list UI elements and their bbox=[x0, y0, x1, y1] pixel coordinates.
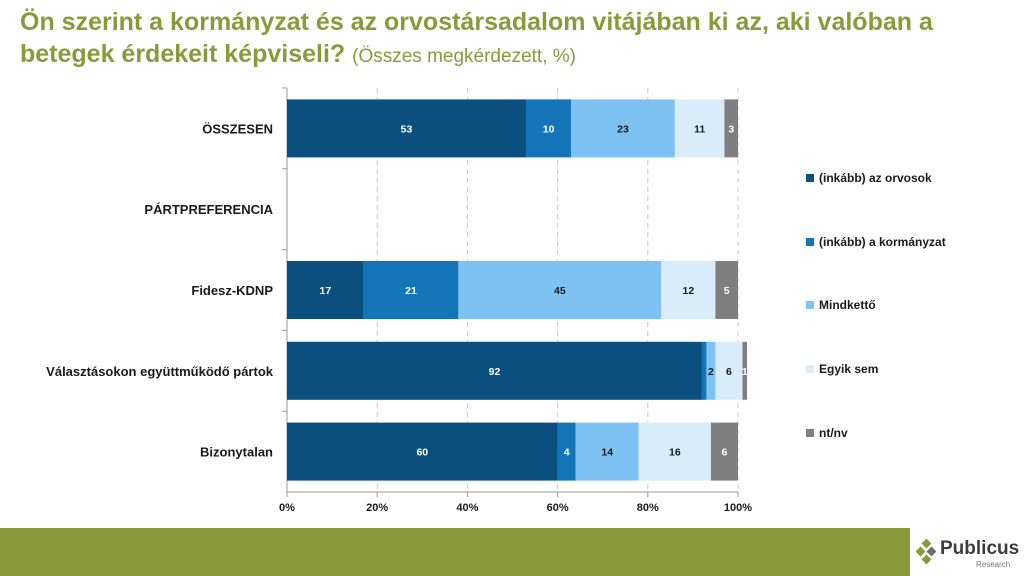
data-label: 6 bbox=[726, 366, 732, 378]
x-tick-label: 100% bbox=[724, 502, 752, 514]
bar-segment bbox=[661, 261, 716, 319]
data-label: 21 bbox=[405, 285, 417, 297]
bar-segment bbox=[701, 341, 707, 400]
data-label: 3 bbox=[728, 123, 734, 135]
bar-segment bbox=[724, 99, 738, 158]
legend-swatch bbox=[806, 238, 814, 246]
bar-segment bbox=[287, 341, 702, 400]
bar-segment bbox=[715, 341, 743, 400]
data-label: 1 bbox=[742, 366, 748, 378]
bar-segment bbox=[742, 341, 748, 400]
data-label: 14 bbox=[601, 447, 613, 459]
x-tick-label: 80% bbox=[637, 502, 659, 514]
bar-segment bbox=[526, 99, 572, 158]
data-label: 16 bbox=[669, 447, 681, 459]
title-block: Ön szerint a kormányzat és az orvostársa… bbox=[20, 6, 1010, 73]
bar-segment bbox=[557, 422, 576, 481]
x-tick-label: 60% bbox=[547, 502, 569, 514]
chart-subtitle: (Összes megkérdezett, %) bbox=[352, 46, 576, 67]
legend-label: nt/nv bbox=[819, 426, 848, 440]
stacked-bar-chart: 0% 20% 40% 60% 80% 100% ÖSSZESEN 53 10 23 11 3 PÁRTP… bbox=[46, 87, 946, 514]
legend-swatch bbox=[806, 365, 814, 373]
legend-label: (inkább) a kormányzat bbox=[819, 235, 946, 249]
data-label: 11 bbox=[694, 123, 705, 135]
legend-swatch bbox=[806, 174, 814, 182]
legend-label: (inkább) az orvosok bbox=[819, 171, 932, 185]
x-tick-label: 0% bbox=[279, 502, 295, 514]
category-label: Fidesz-KDNP bbox=[191, 283, 273, 298]
bar-segment bbox=[458, 261, 662, 319]
legend-label: Egyik sem bbox=[819, 362, 878, 376]
category-label: ÖSSZESEN bbox=[202, 121, 273, 136]
bar-segment bbox=[287, 99, 527, 158]
data-label: 23 bbox=[617, 123, 629, 135]
publicus-logo-icon bbox=[916, 539, 937, 565]
bar-segment bbox=[706, 341, 716, 400]
x-tick-label: 40% bbox=[456, 502, 478, 514]
footer-band bbox=[0, 528, 1024, 576]
bar-segment bbox=[363, 261, 459, 319]
logo-name: Publicus bbox=[940, 538, 1020, 559]
bar-segment bbox=[287, 261, 364, 319]
logo: Publicus Research bbox=[910, 528, 1024, 576]
chart-title: Ön szerint a kormányzat és az orvostársa… bbox=[20, 6, 1010, 73]
bar-segment bbox=[674, 99, 725, 158]
data-label: 17 bbox=[319, 285, 331, 297]
legend-swatch bbox=[806, 429, 814, 437]
category-label: PÁRTPREFERENCIA bbox=[144, 202, 273, 217]
data-label: 10 bbox=[543, 123, 555, 135]
data-label: 2 bbox=[708, 366, 714, 378]
chart-title-text: Ön szerint a kormányzat és az orvostársa… bbox=[20, 8, 933, 68]
bar-segment bbox=[638, 422, 711, 481]
data-label: 60 bbox=[416, 447, 428, 459]
legend-swatch bbox=[806, 301, 814, 309]
data-label: 4 bbox=[564, 447, 570, 459]
data-label: 6 bbox=[722, 447, 728, 459]
data-label: 92 bbox=[489, 366, 501, 378]
bar-segment bbox=[287, 422, 558, 481]
bar-segment bbox=[715, 261, 738, 319]
data-label: 53 bbox=[401, 123, 413, 135]
bar-segment bbox=[710, 422, 738, 481]
category-label: Választásokon együttműködő pártok bbox=[46, 364, 274, 379]
x-tick-label: 20% bbox=[366, 502, 388, 514]
data-label: 12 bbox=[683, 285, 695, 297]
bar-segment bbox=[571, 99, 675, 158]
logo-sub: Research bbox=[976, 560, 1011, 569]
data-label: 5 bbox=[724, 285, 730, 297]
bar-segment bbox=[575, 422, 639, 481]
category-label: Bizonytalan bbox=[200, 445, 273, 460]
data-label: 45 bbox=[554, 285, 566, 297]
legend-label: Mindkettő bbox=[819, 298, 876, 312]
